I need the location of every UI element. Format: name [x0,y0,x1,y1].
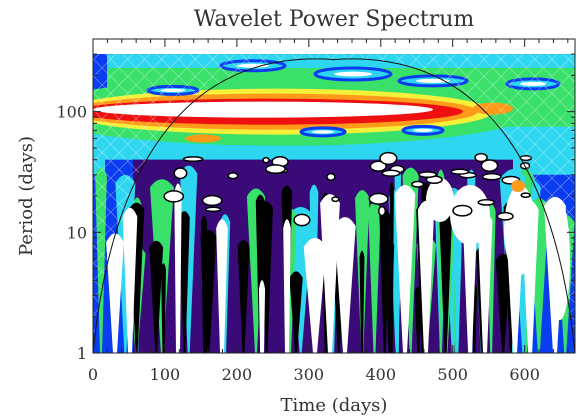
speckle-white [377,205,387,217]
y-axis-label: Period (days) [16,136,37,256]
x-tick-label: 100 [150,365,181,384]
streak-black [255,194,265,353]
coi-hatch-cross [93,39,575,353]
x-tick-label: 600 [509,365,540,384]
speckle-white [227,172,239,180]
speckle-white [481,172,502,181]
streak-white [463,225,477,353]
y-tick-label: 10 [67,223,87,242]
speckle-white [480,159,499,172]
streak-black [289,271,303,353]
streak-white [303,237,327,353]
streak-black [495,253,511,353]
streak-white [106,233,124,353]
streak-black [384,238,395,353]
speckle-white [368,192,389,205]
speckle-white [474,152,488,163]
x-axis-label: Time (days) [281,395,388,416]
speckle-white [379,151,398,166]
cone-of-influence [93,39,575,353]
x-tick-label: 500 [437,365,468,384]
chart-title: Wavelet Power Spectrum [194,7,475,32]
streak-white [174,183,182,353]
x-axis: 0 100 200 300 400 500 600 [88,39,569,384]
speckle-white [201,194,223,207]
streak-white [283,219,291,353]
streak-black [160,263,167,353]
streak-white [477,212,493,353]
blob-white [426,178,454,222]
speckle-white [163,190,185,203]
x-tick-label: 400 [365,365,396,384]
contour-island-core [413,128,433,132]
speckle-white [411,180,425,188]
speckle-white [204,206,222,213]
streak-green [368,202,381,353]
speckle-white [477,199,496,206]
streak-black [202,257,210,353]
speckle-white [369,160,387,172]
spot-orange [511,180,525,192]
blob-white [504,185,536,275]
x-tick-label: 0 [88,365,98,384]
speckle-white [418,171,437,179]
streak-white [122,207,138,353]
speckle-white [381,169,401,177]
speckle-white [265,164,286,174]
streak-white [258,280,266,353]
streak-white [394,184,416,353]
speckle-white [331,196,340,203]
speckle-white [452,204,473,217]
y-tick-label: 1 [77,344,87,363]
speckle-white [450,168,470,175]
speckle-white [326,172,336,181]
x-tick-label: 200 [222,365,253,384]
y-tick-label: 100 [56,103,87,122]
coi-curve [93,58,575,353]
streak-black [149,240,164,353]
speckle-white [520,192,531,199]
streak-black [438,183,454,353]
y-axis: 1 10 100 [56,38,575,363]
streak-white [216,219,228,353]
speckle-white [182,156,204,163]
contour-island-core [334,71,372,77]
speckle-white [173,167,188,180]
streak-black [237,239,250,353]
streak-black [359,250,365,353]
speckle-white [262,156,270,164]
speckle-white [496,211,514,221]
contour-island-core [312,130,334,134]
x-tick-label: 300 [294,365,325,384]
speckle-white [293,213,311,227]
spot-orange [185,134,221,143]
streak-white [334,217,356,353]
streak-white [417,200,435,353]
streak-black [179,211,190,353]
